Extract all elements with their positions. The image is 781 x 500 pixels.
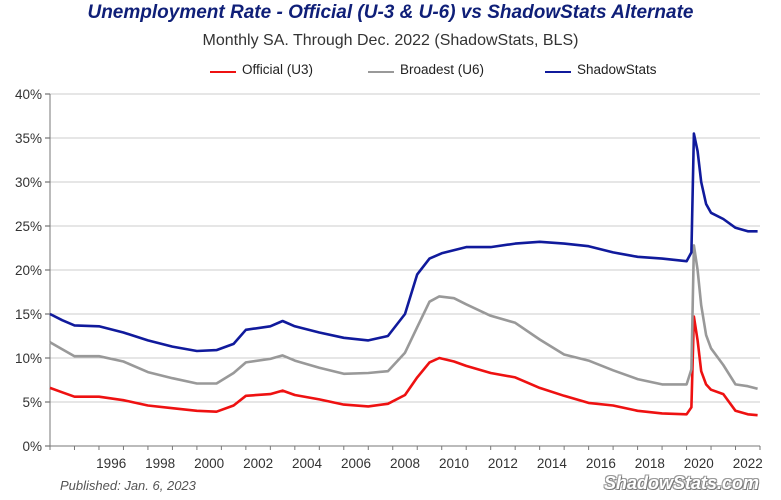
y-tick-label: 25%: [15, 219, 42, 234]
x-tick-label: 2018: [635, 456, 665, 471]
x-tick-label: 2014: [537, 456, 568, 471]
y-tick-label: 0%: [22, 439, 42, 454]
legend-label-u3: Official (U3): [242, 62, 314, 77]
chart-subtitle: Monthly SA. Through Dec. 2022 (ShadowSta…: [202, 32, 579, 49]
x-tick-label: 1996: [96, 456, 126, 471]
y-tick-label: 15%: [15, 307, 42, 322]
legend-swatch-u6: [368, 71, 394, 73]
y-tick-label: 30%: [15, 175, 42, 190]
brand-watermark: ShadowStats.com: [603, 473, 759, 493]
x-tick-label: 2020: [684, 456, 714, 471]
legend: Official (U3) Broadest (U6) ShadowStats: [0, 62, 781, 82]
y-tick-label: 20%: [15, 263, 42, 278]
x-tick-label: 2016: [586, 456, 616, 471]
x-tick-label: 2006: [341, 456, 371, 471]
legend-swatch-u3: [210, 71, 236, 73]
x-tick-label: 2008: [390, 456, 420, 471]
series-line-u6: [49, 244, 758, 391]
x-tick-label: 2012: [488, 456, 518, 471]
x-tick-label: 2022: [733, 456, 763, 471]
x-tick-label: 2010: [439, 456, 469, 471]
published-note: Published: Jan. 6, 2023: [60, 478, 196, 493]
y-tick-label: 40%: [15, 87, 42, 102]
series-line-u3: [49, 315, 758, 417]
x-tick-label: 2000: [194, 456, 224, 471]
series-line-shadowstats: [49, 132, 758, 353]
legend-label-u6: Broadest (U6): [400, 62, 485, 77]
x-tick-label: 2002: [243, 456, 273, 471]
x-tick-label: 2004: [292, 456, 323, 471]
y-tick-label: 5%: [22, 395, 42, 410]
y-tick-label: 35%: [15, 131, 42, 146]
legend-swatch-shadowstats: [545, 71, 571, 73]
x-tick-label: 1998: [145, 456, 175, 471]
legend-label-shadowstats: ShadowStats: [577, 62, 657, 77]
chart-title: Unemployment Rate - Official (U-3 & U-6)…: [87, 2, 694, 23]
y-tick-label: 10%: [15, 351, 42, 366]
